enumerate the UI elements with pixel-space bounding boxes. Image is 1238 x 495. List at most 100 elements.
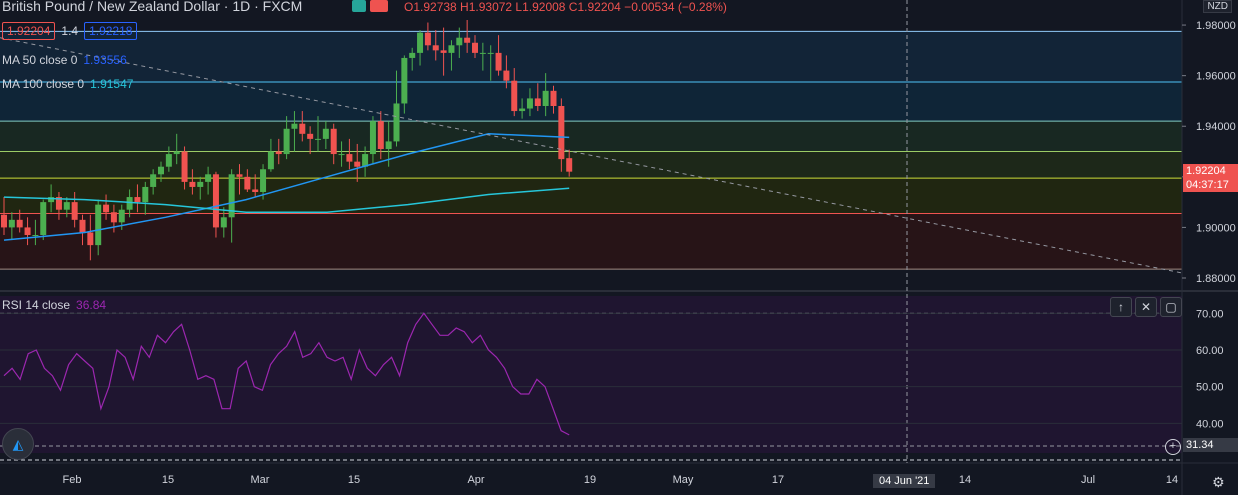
- level-zone: [0, 151, 1182, 179]
- rsi-crosshair-value: 31.34: [1183, 438, 1238, 452]
- candle-body: [32, 235, 39, 236]
- candle-body: [487, 52, 494, 54]
- candle-body: [503, 70, 510, 81]
- move-up-icon[interactable]: ↑: [1110, 297, 1132, 317]
- candle-body: [8, 219, 15, 228]
- close-icon[interactable]: ✕: [1135, 297, 1157, 317]
- candle-body: [511, 80, 518, 112]
- candle-body: [440, 50, 447, 53]
- bid-ask-row: 1.92204 1.4 1.92218: [2, 22, 138, 40]
- eye-icon[interactable]: [352, 0, 366, 12]
- price-tick-label: 1.98000: [1196, 20, 1236, 32]
- candle-body: [385, 141, 392, 149]
- ma50-value: 1.93556: [83, 53, 127, 67]
- time-axis-label: Feb: [63, 474, 82, 486]
- price-tick-label: 1.90000: [1196, 222, 1236, 234]
- candle-body: [307, 133, 314, 139]
- rsi-legend[interactable]: RSI 14 close 36.84: [2, 298, 106, 312]
- rsi-tick-label: 60.00: [1196, 345, 1224, 357]
- bar-countdown: 04:37:17: [1183, 178, 1238, 192]
- candle-body: [275, 151, 282, 155]
- candle-body: [55, 197, 62, 210]
- sell-button[interactable]: 1.92204: [2, 22, 56, 40]
- candle-body: [409, 52, 416, 58]
- level-zone: [0, 178, 1182, 214]
- candle-body: [338, 154, 345, 156]
- candle-body: [173, 151, 180, 155]
- currency-label: NZD: [1203, 0, 1232, 13]
- ma100-legend[interactable]: MA 100 close 0 1.91547: [2, 77, 133, 91]
- candle-body: [63, 202, 70, 210]
- candle-body: [417, 32, 424, 53]
- candle-body: [448, 45, 455, 53]
- candle-body: [377, 121, 384, 149]
- ma50-line: [3, 133, 570, 241]
- candle-body: [228, 174, 235, 218]
- candle-body: [322, 128, 329, 139]
- candle-body: [244, 176, 251, 190]
- candle-body: [24, 227, 31, 235]
- more-icon[interactable]: [370, 0, 388, 12]
- candle-body: [236, 174, 243, 177]
- candle-body: [16, 219, 23, 228]
- candle-body: [299, 123, 306, 134]
- ma100-line: [3, 187, 570, 213]
- candle-body: [558, 106, 565, 160]
- candle-body: [291, 123, 298, 129]
- candle-body: [1, 214, 7, 228]
- candle-body: [519, 108, 526, 112]
- rsi-tick-label: 40.00: [1196, 418, 1224, 430]
- time-axis-label: 15: [348, 474, 360, 486]
- level-zone: [0, 213, 1182, 270]
- candle-body: [542, 90, 549, 106]
- candle-body: [550, 90, 557, 106]
- candle-body: [566, 158, 573, 172]
- ohlc-readout: O1.92738 H1.93072 L1.92008 C1.92204 −0.0…: [404, 0, 727, 14]
- ma50-legend[interactable]: MA 50 close 0 1.93556: [2, 53, 127, 67]
- settings-gear-icon[interactable]: ⚙: [1212, 474, 1225, 490]
- spread-value: 1.4: [61, 24, 79, 38]
- time-axis-label: Jul: [1081, 474, 1095, 486]
- candle-body: [134, 197, 141, 203]
- trendline: [0, 37, 1183, 274]
- candle-body: [260, 169, 267, 192]
- ma50-label: MA 50 close 0: [2, 53, 78, 67]
- candle-body: [432, 45, 439, 51]
- candle-body: [526, 98, 533, 109]
- time-axis-label: 17: [772, 474, 784, 486]
- candle-body: [212, 174, 219, 228]
- candle-body: [534, 98, 541, 106]
- candle-body: [267, 151, 274, 170]
- price-tick-label: 1.96000: [1196, 71, 1236, 83]
- symbol-title[interactable]: British Pound / New Zealand Dollar · 1D …: [2, 0, 303, 14]
- time-axis-label: Apr: [467, 474, 484, 486]
- time-axis-label: 14: [959, 474, 971, 486]
- candle-body: [401, 57, 408, 104]
- crosshair-date: 04 Jun '21: [873, 474, 936, 488]
- candle-body: [315, 138, 321, 140]
- candle-body: [87, 232, 94, 246]
- candle-body: [71, 202, 78, 220]
- tradingview-logo-icon[interactable]: ◭: [2, 428, 34, 460]
- rsi-label: RSI 14 close: [2, 298, 71, 312]
- candle-body: [189, 181, 196, 187]
- candle-body: [40, 202, 47, 235]
- add-plus-icon[interactable]: +: [1165, 439, 1181, 455]
- price-tick-label: 1.88000: [1196, 273, 1236, 285]
- rsi-tick-label: 50.00: [1196, 382, 1224, 394]
- candle-body: [220, 217, 227, 228]
- ma100-value: 1.91547: [90, 77, 134, 91]
- candle-body: [103, 204, 110, 213]
- buy-button[interactable]: 1.92218: [84, 22, 138, 40]
- time-axis-label: Mar: [251, 474, 270, 486]
- current-price-tag: 1.92204: [1183, 164, 1238, 178]
- candle-body: [424, 32, 431, 46]
- candle-body: [95, 204, 102, 246]
- candle-body: [181, 151, 188, 182]
- rsi-pane-background: [0, 296, 1182, 453]
- candle-body: [495, 52, 502, 71]
- rsi-line: [3, 312, 570, 436]
- maximize-icon[interactable]: ▢: [1160, 297, 1182, 317]
- candle-body: [369, 121, 376, 155]
